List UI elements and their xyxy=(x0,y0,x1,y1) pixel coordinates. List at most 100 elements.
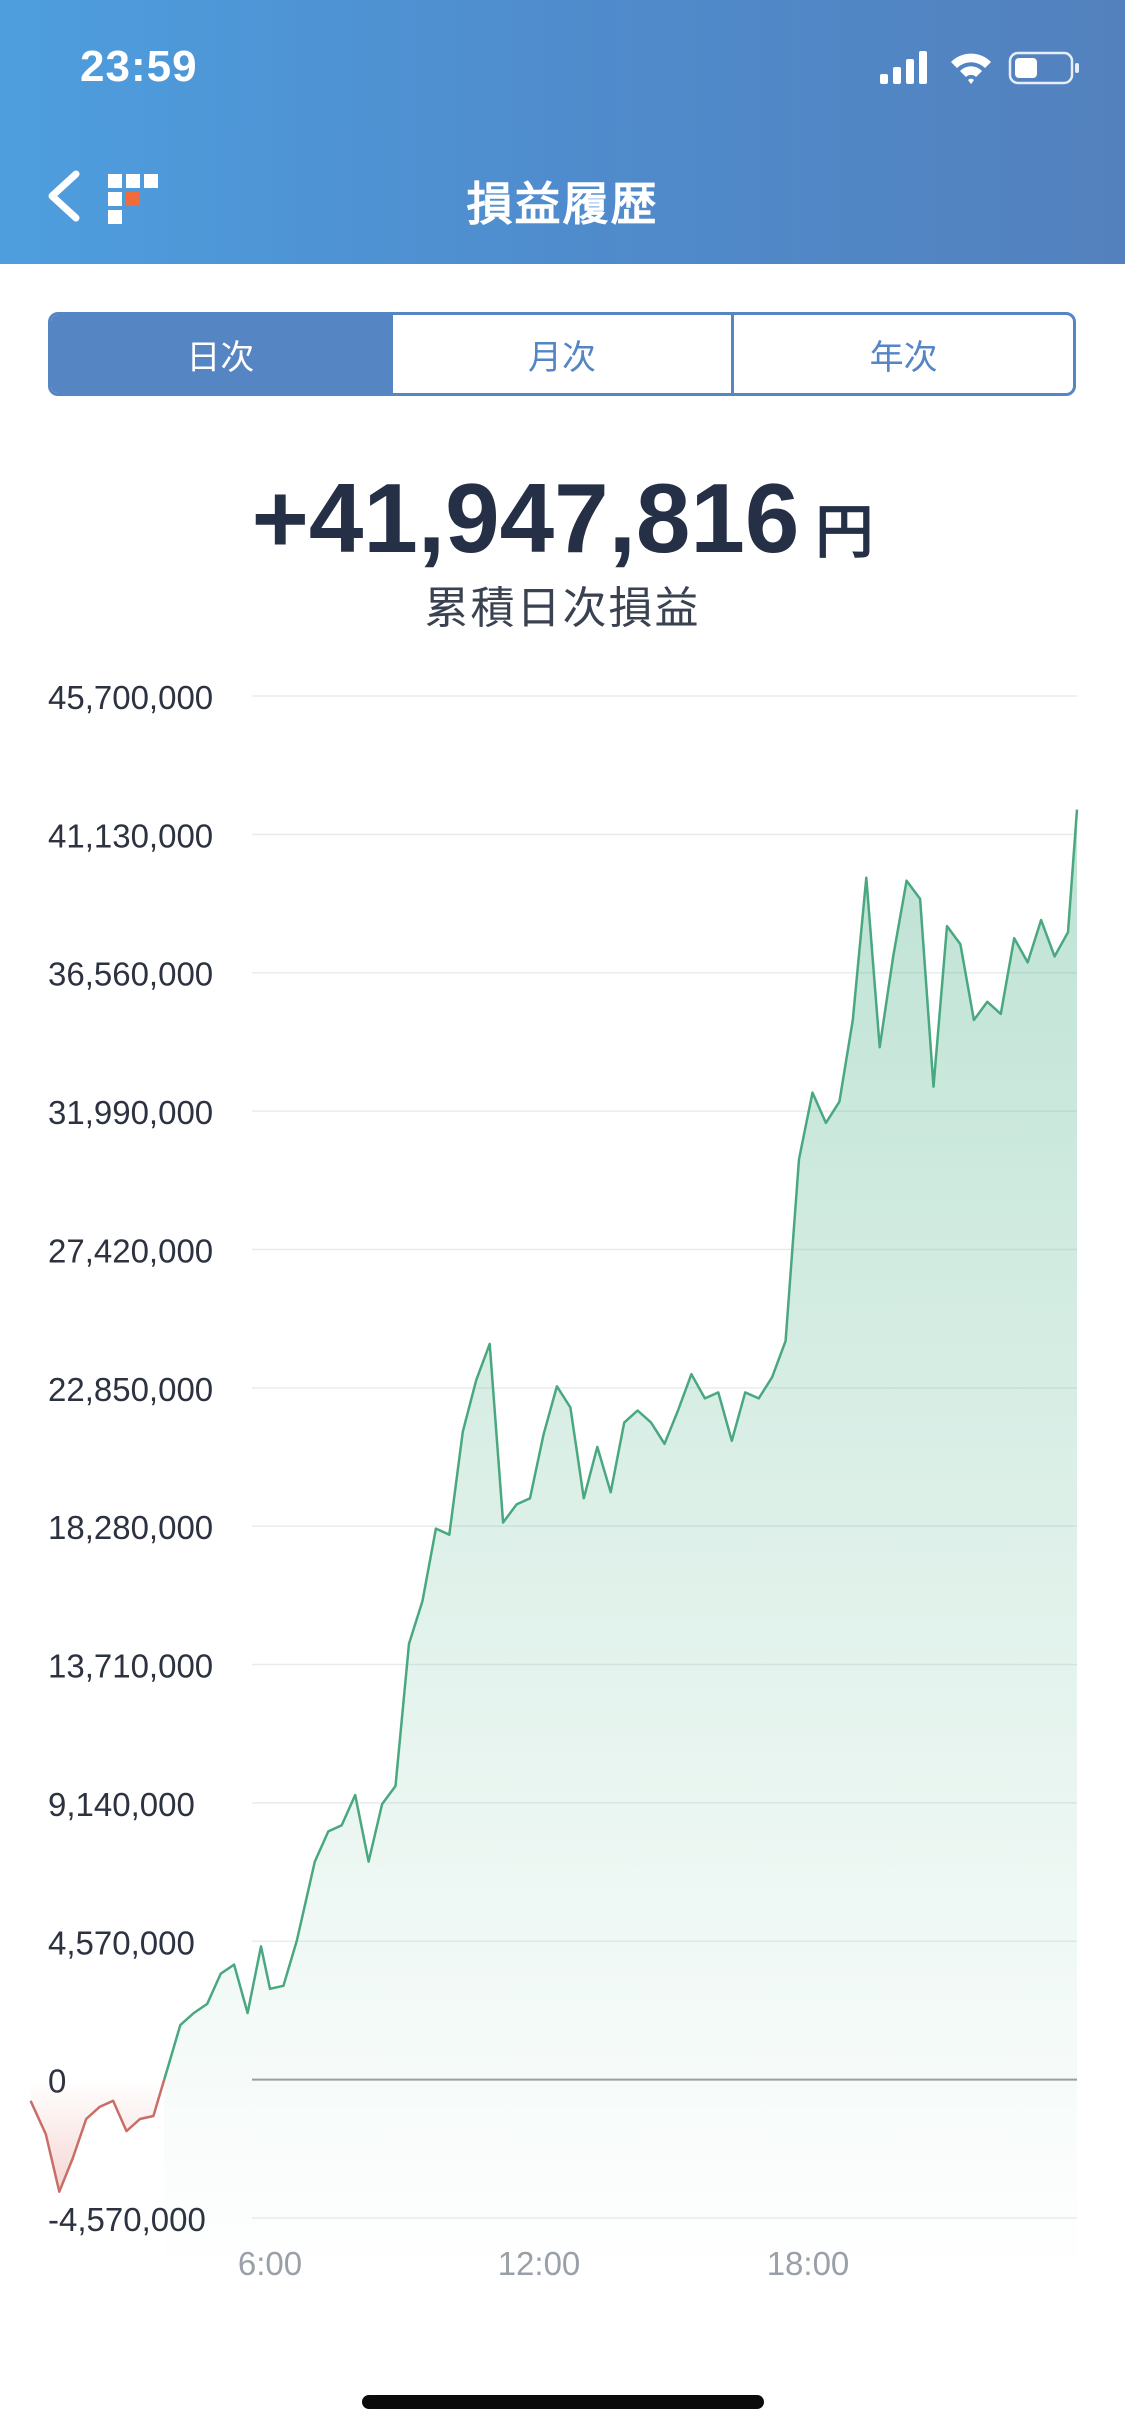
data-point xyxy=(677,1409,679,1411)
status-time: 23:59 xyxy=(80,42,198,91)
data-point xyxy=(771,1376,773,1378)
data-point xyxy=(296,1939,298,1941)
y-tick-label: 31,990,000 xyxy=(48,1094,213,1131)
data-point xyxy=(569,1406,571,1408)
data-point xyxy=(45,2133,47,2135)
data-point xyxy=(610,1491,612,1493)
data-point xyxy=(354,1794,356,1796)
data-point xyxy=(408,1643,410,1645)
data-point xyxy=(623,1421,625,1423)
y-tick-label: 36,560,000 xyxy=(48,956,213,993)
data-point xyxy=(650,1421,652,1423)
y-tick-label: 22,850,000 xyxy=(48,1371,213,1408)
y-tick-label: 41,130,000 xyxy=(48,817,213,854)
data-point xyxy=(152,2115,154,2117)
data-point xyxy=(946,925,948,927)
data-point xyxy=(314,1860,316,1862)
data-point xyxy=(959,943,961,945)
wifi-icon xyxy=(951,53,991,84)
data-point xyxy=(72,2157,74,2159)
data-point xyxy=(139,2118,141,2120)
data-point xyxy=(29,2100,31,2102)
signal-icon xyxy=(880,51,927,84)
data-point xyxy=(489,1343,491,1345)
data-point xyxy=(85,2118,87,2120)
data-point xyxy=(905,880,907,882)
data-point xyxy=(973,1019,975,1021)
battery-icon xyxy=(1008,51,1079,85)
data-point xyxy=(758,1397,760,1399)
data-point xyxy=(435,1527,437,1529)
data-point xyxy=(515,1503,517,1505)
data-point xyxy=(798,1158,800,1160)
data-point xyxy=(986,1001,988,1003)
y-tick-label: 13,710,000 xyxy=(48,1648,213,1685)
data-point xyxy=(892,955,894,957)
data-point xyxy=(1000,1013,1002,1015)
data-point xyxy=(825,1122,827,1124)
data-point xyxy=(744,1391,746,1393)
data-point xyxy=(717,1391,719,1393)
y-tick-label: 4,570,000 xyxy=(48,1924,195,1961)
data-point xyxy=(282,1985,284,1987)
data-point xyxy=(448,1534,450,1536)
y-tick-label: 27,420,000 xyxy=(48,1232,213,1269)
data-point xyxy=(462,1431,464,1433)
data-point xyxy=(269,1988,271,1990)
data-point xyxy=(663,1443,665,1445)
tab-yearly[interactable]: 年次 xyxy=(731,315,1073,393)
data-point xyxy=(58,2191,60,2193)
data-point xyxy=(179,2024,181,2026)
data-point xyxy=(112,2100,114,2102)
data-point xyxy=(542,1434,544,1436)
nav-header: 23:59 損益履歴 xyxy=(0,0,1125,264)
data-point xyxy=(475,1379,477,1381)
data-point xyxy=(1027,961,1029,963)
data-point xyxy=(811,1091,813,1093)
chevron-left-icon xyxy=(48,170,80,222)
data-point xyxy=(327,1830,329,1832)
data-point xyxy=(502,1521,504,1523)
data-point xyxy=(919,898,921,900)
data-point xyxy=(879,1046,881,1048)
y-tick-label: 45,700,000 xyxy=(48,679,213,716)
currency-unit: 円 xyxy=(815,498,874,566)
negative-area xyxy=(30,2079,165,2192)
data-point xyxy=(1076,808,1078,810)
data-point xyxy=(690,1373,692,1375)
data-point xyxy=(1067,931,1069,933)
total-amount: +41,947,816 xyxy=(251,463,800,573)
data-point xyxy=(421,1600,423,1602)
data-point xyxy=(1053,955,1055,957)
data-point xyxy=(1013,937,1015,939)
tab-daily[interactable]: 日次 xyxy=(51,315,390,393)
tab-monthly[interactable]: 月次 xyxy=(389,315,732,393)
data-point xyxy=(704,1397,706,1399)
y-tick-label: 9,140,000 xyxy=(48,1786,195,1823)
data-point xyxy=(731,1440,733,1442)
data-point xyxy=(852,1019,854,1021)
data-point xyxy=(394,1785,396,1787)
data-point xyxy=(125,2130,127,2132)
data-point xyxy=(166,2069,168,2071)
data-point xyxy=(556,1385,558,1387)
app-logo-icon xyxy=(108,174,158,224)
total-label: 累積日次損益 xyxy=(424,583,701,634)
y-tick-label: 18,280,000 xyxy=(48,1509,213,1546)
data-point xyxy=(193,2012,195,2014)
data-point xyxy=(784,1340,786,1342)
data-point xyxy=(583,1497,585,1499)
data-point xyxy=(206,2003,208,2005)
data-point xyxy=(596,1446,598,1448)
data-point xyxy=(98,2106,100,2108)
data-point xyxy=(865,877,867,879)
data-point xyxy=(341,1824,343,1826)
data-point xyxy=(233,1963,235,1965)
data-point xyxy=(367,1860,369,1862)
back-button[interactable] xyxy=(40,160,90,230)
negative-series-line xyxy=(29,2079,166,2193)
period-segmented-control: 日次 月次 年次 xyxy=(48,312,1076,396)
pnl-chart[interactable]: 45,700,000 41,130,000 36,560,000 31,990,000… xyxy=(0,640,1125,2300)
page-title: 損益履歴 xyxy=(466,177,659,231)
data-point xyxy=(838,1101,840,1103)
